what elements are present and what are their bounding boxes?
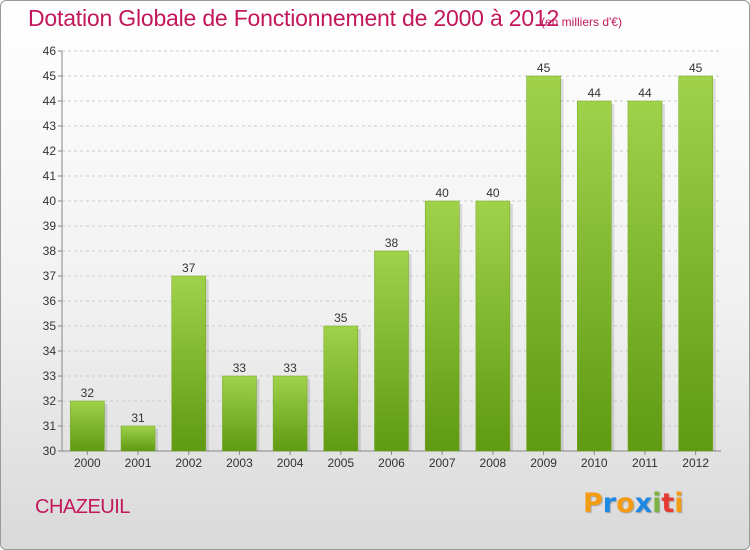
data-label: 31 <box>131 411 145 425</box>
y-tick-label: 45 <box>43 69 57 83</box>
data-label: 38 <box>385 236 399 250</box>
y-tick-label: 44 <box>43 94 57 108</box>
y-tick-label: 34 <box>43 344 57 358</box>
bars <box>70 75 716 452</box>
x-tick-label: 2002 <box>175 456 202 470</box>
axes: 30 31 32 33 34 35 36 37 38 39 40 41 42 43 44 45 46 2000 20… <box>43 44 721 470</box>
y-tick-label: 32 <box>43 394 57 408</box>
x-tick-label: 2009 <box>530 456 557 470</box>
x-tick-label: 2005 <box>327 456 354 470</box>
data-label: 45 <box>537 61 551 75</box>
logo-letter: t <box>661 488 675 519</box>
bar-2008[interactable] <box>475 200 511 452</box>
y-tick-label: 40 <box>43 194 57 208</box>
y-tick-label: 30 <box>43 444 57 458</box>
x-tick-label: 2008 <box>480 456 507 470</box>
y-tick-label: 33 <box>43 369 57 383</box>
logo-letter: r <box>602 488 617 519</box>
y-tick-label: 43 <box>43 119 57 133</box>
x-tick-label: 2000 <box>74 456 101 470</box>
bar-2005[interactable] <box>323 325 359 452</box>
data-label: 32 <box>81 386 95 400</box>
y-tick-label: 37 <box>43 269 57 283</box>
y-tick-label: 42 <box>43 144 57 158</box>
logo-letter: o <box>616 488 635 519</box>
data-label: 33 <box>233 361 247 375</box>
bar-2009[interactable] <box>526 75 561 452</box>
chart-subtitle: (en milliers d'€) <box>541 15 622 29</box>
y-tick-label: 46 <box>43 44 57 58</box>
y-tick-label: 41 <box>43 169 57 183</box>
bar-2012[interactable] <box>678 75 713 452</box>
chart-title: Dotation Globale de Fonctionnement de 20… <box>28 5 560 31</box>
bar-2011[interactable] <box>627 100 663 452</box>
bar-2007[interactable] <box>424 200 460 452</box>
x-tick-label: 2004 <box>277 456 304 470</box>
x-tick-label: 2011 <box>632 456 658 470</box>
x-tick-label: 2007 <box>429 456 456 470</box>
bar-2006[interactable] <box>374 250 409 452</box>
x-tick-label: 2006 <box>378 456 405 470</box>
bar-2010[interactable] <box>577 100 612 452</box>
data-label: 44 <box>588 86 602 100</box>
commune-name: CHAZEUIL <box>35 496 130 518</box>
data-label: 40 <box>486 186 500 200</box>
data-label: 35 <box>334 311 348 325</box>
x-tick-label: 2003 <box>226 456 253 470</box>
data-label: 37 <box>182 261 196 275</box>
bar-2001[interactable] <box>120 425 156 452</box>
x-tick-label: 2012 <box>682 456 709 470</box>
data-label: 45 <box>689 61 703 75</box>
data-label: 40 <box>436 186 450 200</box>
x-tick-label: 2010 <box>581 456 608 470</box>
bar-2000[interactable] <box>70 400 105 452</box>
y-tick-label: 36 <box>43 294 57 308</box>
bar-2004[interactable] <box>272 375 308 452</box>
bar-2003[interactable] <box>222 375 257 452</box>
proxiti-logo[interactable]: Proxiti <box>583 488 684 519</box>
y-tick-label: 31 <box>43 419 57 433</box>
logo-letter: P <box>583 488 603 519</box>
x-tick-label: 2001 <box>125 456 152 470</box>
data-label: 33 <box>283 361 297 375</box>
logo-letter: i <box>652 488 662 519</box>
logo-letter: x <box>634 488 653 519</box>
logo-letter: i <box>674 488 684 519</box>
y-tick-label: 39 <box>43 219 57 233</box>
y-tick-label: 35 <box>43 319 57 333</box>
data-labels: 32 31 37 33 33 35 38 40 40 45 44 44 45 <box>81 61 703 425</box>
y-tick-label: 38 <box>43 244 57 258</box>
data-label: 44 <box>638 86 652 100</box>
bar-2002[interactable] <box>171 275 206 452</box>
